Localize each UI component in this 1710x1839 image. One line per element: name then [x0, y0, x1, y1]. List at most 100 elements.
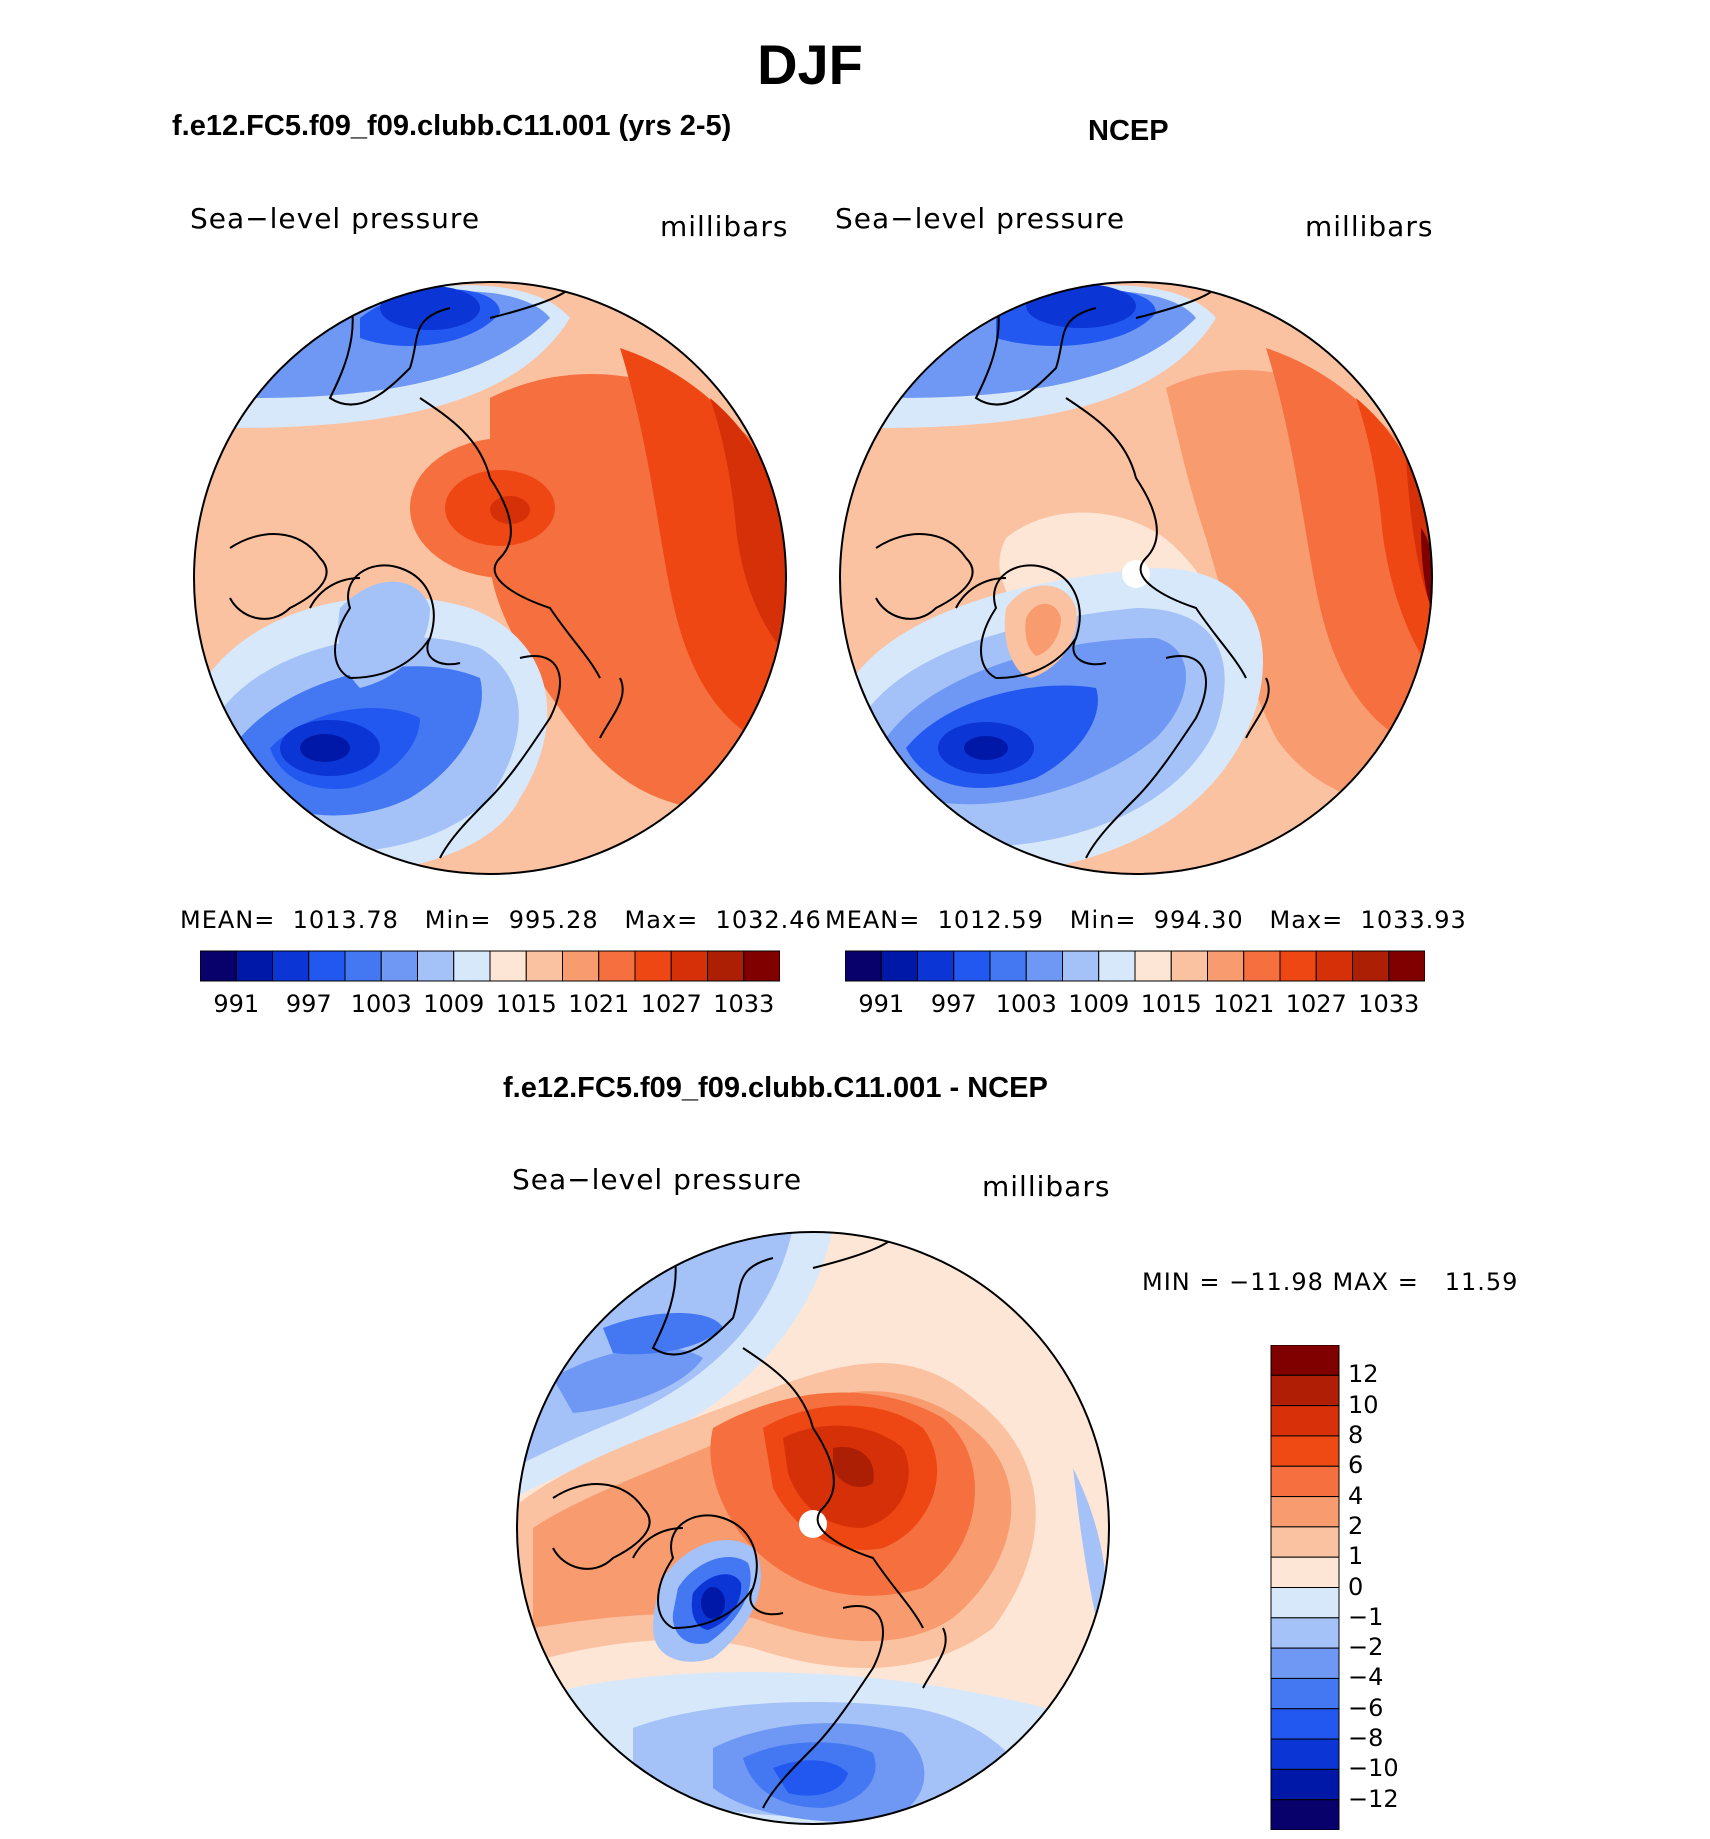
model-polar-map	[193, 281, 787, 875]
colorbar-swatch	[1134, 950, 1172, 982]
colorbar-tick-label: 1033	[1358, 990, 1420, 1018]
colorbar-swatch	[380, 950, 418, 982]
colorbar-swatch	[1270, 1738, 1340, 1770]
colorbar-tick-label: 1009	[423, 990, 485, 1018]
colorbar-tick-label: 991	[213, 990, 260, 1018]
figure-title: DJF	[757, 33, 863, 96]
colorbar-swatch	[1270, 1587, 1340, 1619]
colorbar-swatch	[1270, 1345, 1340, 1376]
colorbar-tick-label: 1021	[568, 990, 630, 1018]
colorbar-tick-label: 1015	[495, 990, 557, 1018]
colorbar-swatch	[1270, 1647, 1340, 1679]
colorbar-tick-label: 10	[1348, 1390, 1379, 1419]
colorbar-swatch	[1270, 1799, 1340, 1830]
colorbar-tick-label: 1003	[350, 990, 412, 1018]
colorbar-swatch	[235, 950, 273, 982]
colorbar-tick-label: 1027	[640, 990, 702, 1018]
colorbar-swatch	[743, 950, 780, 982]
colorbar-tick-label: −10	[1348, 1754, 1399, 1783]
colorbar-swatch	[1270, 1556, 1340, 1588]
colorbar-swatch	[1270, 1708, 1340, 1740]
diff-colorbar	[1270, 1345, 1340, 1830]
colorbar-swatch	[1062, 950, 1100, 982]
colorbar-tick-label: 1009	[1068, 990, 1130, 1018]
colorbar-swatch	[1270, 1405, 1340, 1437]
colorbar-swatch	[453, 950, 491, 982]
colorbar-tick-label: 1003	[995, 990, 1057, 1018]
model-stats: MEAN= 1013.78 Min= 995.28 Max= 1032.46	[180, 906, 822, 934]
colorbar-tick-label: −8	[1348, 1724, 1384, 1753]
colorbar-swatch	[562, 950, 600, 982]
colorbar-tick-label: 2	[1348, 1511, 1364, 1540]
colorbar-swatch	[707, 950, 745, 982]
colorbar-tick-label: 8	[1348, 1420, 1364, 1449]
colorbar-tick-label: 4	[1348, 1481, 1364, 1510]
colorbar-swatch	[989, 950, 1027, 982]
colorbar-tick-label: −4	[1348, 1663, 1384, 1692]
colorbar-swatch	[525, 950, 563, 982]
colorbar-tick-label: 1015	[1140, 990, 1202, 1018]
colorbar-swatch	[1270, 1677, 1340, 1710]
colorbar-swatch	[1279, 950, 1317, 982]
ncep-stats: MEAN= 1012.59 Min= 994.30 Max= 1033.93	[825, 906, 1467, 934]
colorbar-swatch	[200, 950, 237, 982]
diff-colorbar-labels: 12 10 8 6 4 2 1 0 −1 −2 −4 −6 −8 −10 −12	[1348, 1345, 1438, 1830]
colorbar-tick-label: 0	[1348, 1572, 1364, 1601]
colorbar-swatch	[1270, 1374, 1340, 1407]
colorbar-swatch	[1170, 950, 1208, 982]
colorbar-tick-label: 12	[1348, 1360, 1379, 1389]
colorbar-swatch	[417, 950, 455, 982]
colorbar-swatch	[272, 950, 310, 982]
colorbar-tick-label: 1027	[1285, 990, 1347, 1018]
colorbar-tick-label: −6	[1348, 1693, 1384, 1722]
colorbar-swatch	[1025, 950, 1063, 982]
colorbar-swatch	[344, 950, 382, 982]
colorbar-swatch	[1243, 950, 1281, 982]
colorbar-swatch	[880, 950, 918, 982]
model-units-label: millibars	[660, 210, 789, 243]
colorbar-swatch	[1207, 950, 1245, 982]
diff-variable-label: Sea−level pressure	[512, 1163, 803, 1196]
colorbar-swatch	[634, 950, 672, 982]
colorbar-swatch	[598, 950, 636, 982]
colorbar-swatch	[670, 950, 708, 982]
colorbar-tick-label: 6	[1348, 1451, 1364, 1480]
diff-panel-title: f.e12.FC5.f09_f09.clubb.C11.001 - NCEP	[503, 1072, 1048, 1104]
colorbar-swatch	[953, 950, 991, 982]
ncep-colorbar-labels: 991 997 1003 1009 1015 1021 1027 1033	[845, 990, 1425, 1020]
model-panel-title: f.e12.FC5.f09_f09.clubb.C11.001 (yrs 2-5…	[172, 110, 732, 142]
colorbar-tick-label: 991	[858, 990, 905, 1018]
colorbar-swatch	[1315, 950, 1353, 982]
colorbar-tick-label: −12	[1348, 1784, 1399, 1813]
colorbar-swatch	[489, 950, 527, 982]
colorbar-swatch	[1270, 1617, 1340, 1649]
ncep-variable-label: Sea−level pressure	[835, 202, 1126, 235]
colorbar-tick-label: 1021	[1213, 990, 1275, 1018]
colorbar-tick-label: −2	[1348, 1633, 1384, 1662]
colorbar-tick-label: 1	[1348, 1542, 1364, 1571]
colorbar-swatch	[845, 950, 882, 982]
colorbar-swatch	[917, 950, 955, 982]
diff-polar-map	[516, 1231, 1110, 1825]
ncep-colorbar	[845, 950, 1425, 982]
model-colorbar	[200, 950, 780, 982]
colorbar-swatch	[1270, 1465, 1340, 1498]
colorbar-swatch	[308, 950, 346, 982]
colorbar-swatch	[1098, 950, 1136, 982]
ncep-polar-map	[839, 281, 1433, 875]
diff-units-label: millibars	[982, 1170, 1111, 1203]
colorbar-tick-label: 997	[930, 990, 977, 1018]
ncep-units-label: millibars	[1305, 210, 1434, 243]
model-variable-label: Sea−level pressure	[190, 202, 481, 235]
colorbar-swatch	[1270, 1526, 1340, 1558]
colorbar-tick-label: 1033	[713, 990, 775, 1018]
ncep-panel-title: NCEP	[1088, 115, 1169, 147]
colorbar-swatch	[1352, 950, 1390, 982]
colorbar-tick-label: 997	[285, 990, 332, 1018]
diff-stats: MIN = −11.98 MAX = 11.59	[1142, 1268, 1519, 1296]
colorbar-swatch	[1270, 1496, 1340, 1528]
colorbar-swatch	[1270, 1435, 1340, 1467]
colorbar-swatch	[1388, 950, 1425, 982]
model-colorbar-labels: 991 997 1003 1009 1015 1021 1027 1033	[200, 990, 780, 1020]
colorbar-tick-label: −1	[1348, 1602, 1384, 1631]
